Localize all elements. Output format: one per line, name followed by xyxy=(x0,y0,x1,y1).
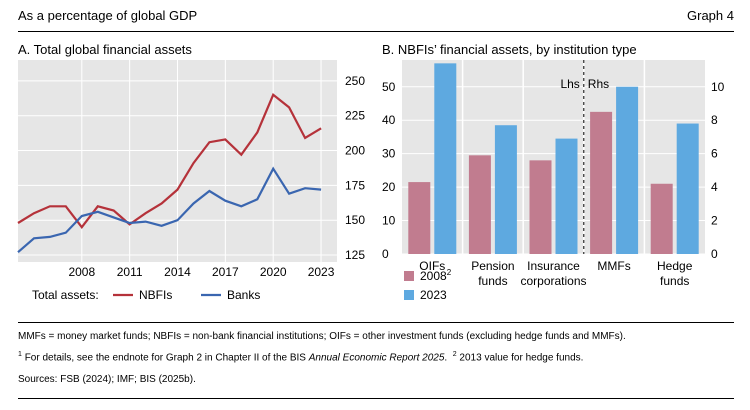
series-line-nbfis xyxy=(17,93,322,230)
legend-label: Banks xyxy=(227,288,260,302)
y-tick-label: 175 xyxy=(345,178,365,192)
bar-2008 xyxy=(529,160,552,254)
x-category-label: OIFs xyxy=(419,259,445,273)
footnote-1-mark: 1 xyxy=(18,351,22,358)
x-tick-label: 2014 xyxy=(164,265,191,279)
lhs-label: Lhs xyxy=(560,77,579,91)
y-tick-label: 200 xyxy=(345,144,365,158)
bar-2023 xyxy=(555,138,578,254)
graph-title: As a percentage of global GDP xyxy=(18,8,198,23)
y-right-tick-label: 6 xyxy=(711,147,718,161)
legend-footnote-mark: 2 xyxy=(447,268,452,277)
y-left-tick-label: 20 xyxy=(382,180,396,194)
y-tick-label: 225 xyxy=(345,109,365,123)
x-category-label: funds xyxy=(660,274,689,288)
footnote-1-end: . xyxy=(444,352,448,364)
footnote-1-text: For details, see the endnote for Graph 2… xyxy=(24,352,309,364)
bar-2008 xyxy=(650,183,673,254)
header-rule xyxy=(18,31,734,32)
x-tick-label: 2011 xyxy=(117,265,143,279)
x-category-label: funds xyxy=(478,274,507,288)
x-category-label: Insurance xyxy=(527,259,580,273)
legend-swatch xyxy=(404,290,414,300)
chart-rule xyxy=(18,322,734,323)
x-category-label: corporations xyxy=(520,274,586,288)
y-tick-label: 125 xyxy=(345,248,365,262)
graph-header: As a percentage of global GDP Graph 4 xyxy=(18,8,734,23)
y-tick-label: 250 xyxy=(345,74,365,88)
y-right-tick-label: 10 xyxy=(711,80,725,94)
notes: MMFs = money market funds; NBFIs = non-b… xyxy=(18,330,734,387)
footnote-2-mark: 2 xyxy=(452,351,457,358)
bar-2023 xyxy=(434,63,457,255)
graph-number: Graph 4 xyxy=(687,8,734,23)
legend-label: 2023 xyxy=(420,288,447,302)
y-right-tick-label: 4 xyxy=(711,180,718,194)
y-right-tick-label: 2 xyxy=(711,214,718,228)
x-tick-label: 2020 xyxy=(260,265,287,279)
x-tick-label: 2023 xyxy=(308,265,335,279)
sources-note: Sources: FSB (2024); IMF; BIS (2025b). xyxy=(18,374,196,386)
bar-2023 xyxy=(494,125,517,254)
y-left-tick-label: 10 xyxy=(382,214,396,228)
bar-2008 xyxy=(590,111,613,255)
footnotes: 1 For details, see the endnote for Graph… xyxy=(18,348,734,365)
rhs-label: Rhs xyxy=(588,77,609,91)
y-left-tick-label: 30 xyxy=(382,147,396,161)
y-left-tick-label: 50 xyxy=(382,80,396,94)
legend-swatch xyxy=(404,271,414,281)
definitions-note: MMFs = money market funds; NBFIs = non-b… xyxy=(18,331,626,342)
x-category-label: MMFs xyxy=(597,259,630,273)
legend-title: Total assets: xyxy=(32,288,99,302)
x-category-label: Pension xyxy=(471,259,514,273)
series-line-banks xyxy=(17,166,322,254)
y-right-tick-label: 8 xyxy=(711,113,718,127)
y-left-tick-label: 40 xyxy=(382,113,396,127)
x-category-label: Hedge xyxy=(657,259,693,273)
y-left-tick-label: 0 xyxy=(382,247,389,261)
legend-label: NBFIs xyxy=(139,288,172,302)
bar-2023 xyxy=(676,123,699,254)
panel-b-title: B. NBFIs’ financial assets, by instituti… xyxy=(382,42,637,57)
x-tick-label: 2017 xyxy=(212,265,239,279)
panel-a-title: A. Total global financial assets xyxy=(18,42,192,57)
panel-a-chart: 125 150 175 200 225 250 2008 2011 2014 2017 2020 20… xyxy=(17,60,365,302)
bar-2008 xyxy=(468,155,491,254)
bar-2008 xyxy=(408,182,431,254)
footnote-2-text: 2013 value for hedge funds. xyxy=(459,352,584,364)
x-tick-label: 2008 xyxy=(68,265,95,279)
bottom-rule xyxy=(18,398,734,399)
y-tick-label: 150 xyxy=(345,213,365,227)
footnote-1-italic: Annual Economic Report 2025 xyxy=(308,352,445,364)
y-right-tick-label: 0 xyxy=(711,247,718,261)
legend-label: 20082 xyxy=(420,268,452,283)
bar-2023 xyxy=(616,86,639,254)
